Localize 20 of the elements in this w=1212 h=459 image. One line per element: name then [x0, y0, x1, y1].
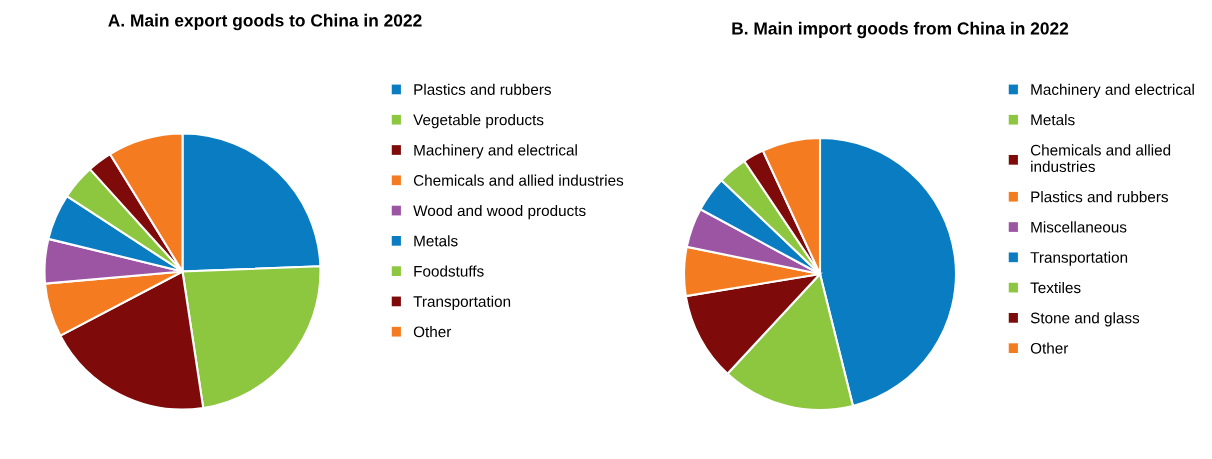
chart-title: B. Main import goods from China in 2022	[732, 21, 1069, 39]
legend-label: Stone and glass	[1030, 312, 1140, 327]
legend-label: Metals	[414, 235, 458, 247]
legend-label: Vegetable products	[413, 114, 544, 129]
legend-label: Chemicals and allied industries	[1030, 144, 1171, 172]
legend-label: Metals	[1031, 114, 1075, 126]
legend-label: Wood and wood products	[413, 204, 586, 220]
legend-label: Miscellaneous	[1031, 221, 1127, 233]
legend-label: Machinery and electrical	[414, 144, 577, 159]
legend-label: Other	[1030, 342, 1069, 354]
legend-label: Transportation	[413, 295, 511, 310]
legend-label: Chemicals and allied industries	[413, 174, 624, 186]
legend-label: Plastics and rubbers	[414, 83, 552, 95]
legend-label: Machinery and electrical	[1031, 83, 1194, 98]
legend-label: Other	[413, 326, 452, 338]
legend-label: Foodstuffs	[414, 265, 484, 277]
legend-label: Transportation	[1030, 251, 1128, 266]
legend-label: Plastics and rubbers	[1031, 191, 1169, 203]
chart-title: A. Main export goods to China in 2022	[108, 13, 422, 31]
legend-label: Textiles	[1030, 281, 1081, 294]
